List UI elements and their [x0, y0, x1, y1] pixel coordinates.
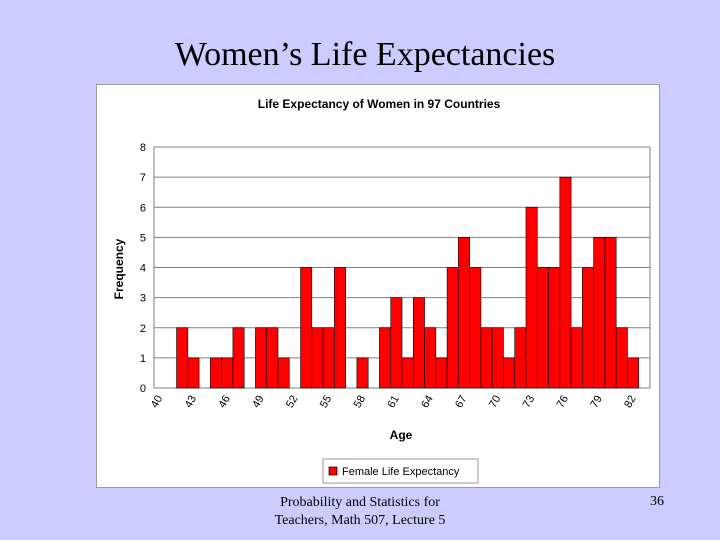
- x-tick-label: 40: [149, 394, 166, 411]
- x-tick-label: 67: [453, 394, 470, 411]
- y-tick-label: 3: [140, 293, 146, 305]
- bar: [379, 327, 392, 389]
- bar: [255, 327, 268, 389]
- footer-text: Probability and Statistics for Teachers,…: [260, 494, 460, 530]
- x-tick-label: 73: [521, 394, 538, 411]
- bar: [221, 357, 234, 389]
- slide-title: Women’s Life Expectancies: [174, 36, 556, 73]
- bar: [536, 267, 549, 389]
- bar: [503, 357, 516, 389]
- y-tick-label: 8: [140, 142, 146, 154]
- y-tick-labels: 0 1 2 3 4 5 6 7 8: [140, 142, 146, 395]
- bars: [176, 176, 640, 389]
- bar: [300, 267, 313, 389]
- bar: [390, 297, 403, 389]
- x-tick-label: 79: [588, 394, 605, 411]
- bar: [570, 327, 583, 389]
- bar: [480, 327, 493, 389]
- x-tick-label: 58: [352, 394, 369, 411]
- bar: [435, 357, 448, 389]
- x-tick-label: 70: [487, 394, 504, 411]
- chart-frame: Life Expectancy of Women in 97 Countries…: [96, 84, 660, 488]
- x-tick-label: 46: [216, 394, 233, 411]
- y-axis-label: Frequency: [112, 238, 126, 299]
- y-tick-label: 4: [140, 263, 146, 275]
- bar: [559, 176, 572, 389]
- x-tick-label: 64: [419, 394, 436, 411]
- bar: [548, 267, 561, 389]
- bar: [582, 267, 594, 389]
- bar: [469, 267, 482, 389]
- bar: [491, 327, 504, 389]
- bar: [412, 297, 425, 389]
- x-tick-label: 55: [318, 394, 335, 411]
- bar: [458, 237, 470, 389]
- footer-line-1: Probability and Statistics for: [280, 495, 440, 510]
- bar: [401, 357, 414, 389]
- bar: [322, 327, 335, 389]
- y-tick-label: 1: [140, 353, 146, 365]
- bar: [277, 357, 290, 389]
- chart-title: Life Expectancy of Women in 97 Countries: [258, 97, 501, 111]
- bar: [311, 327, 324, 389]
- legend-box: [322, 458, 479, 484]
- y-tick-label: 6: [140, 202, 146, 214]
- bar: [232, 327, 245, 389]
- bar: [424, 327, 437, 389]
- page-number: 36: [650, 494, 664, 509]
- x-tick-label: 82: [622, 394, 639, 411]
- bar: [356, 357, 369, 389]
- x-tick-label: 61: [385, 394, 402, 411]
- x-tick-label: 52: [284, 394, 301, 411]
- bar: [176, 327, 189, 389]
- legend: Female Life Expectancy: [322, 458, 479, 484]
- x-tick-label: 76: [555, 394, 572, 411]
- legend-swatch: [328, 466, 338, 476]
- y-tick-label: 5: [140, 232, 146, 244]
- x-tick-label: 49: [250, 394, 267, 411]
- bar: [210, 357, 222, 389]
- bar: [615, 327, 628, 389]
- legend-label: Female Life Expectancy: [342, 466, 460, 478]
- x-axis-label: Age: [390, 428, 413, 442]
- bar: [627, 357, 640, 389]
- x-tick-labels: 40 43 46 49 52 55 58 61 64 67 70 73 76 79 82: [149, 394, 639, 411]
- y-tick-label: 7: [140, 172, 146, 184]
- footer-line-2: Teachers, Math 507, Lecture 5: [274, 513, 446, 528]
- bar: [514, 327, 527, 389]
- y-tick-label: 2: [140, 323, 146, 335]
- bar: [525, 206, 538, 389]
- bar: [266, 327, 279, 389]
- y-tick-label: 0: [140, 383, 146, 395]
- bar: [604, 237, 617, 389]
- histogram-chart: Life Expectancy of Women in 97 Countries…: [112, 97, 651, 484]
- x-tick-label: 43: [183, 394, 200, 411]
- bar: [334, 267, 346, 389]
- bar: [187, 357, 200, 389]
- bar: [446, 267, 459, 389]
- bar: [593, 237, 606, 389]
